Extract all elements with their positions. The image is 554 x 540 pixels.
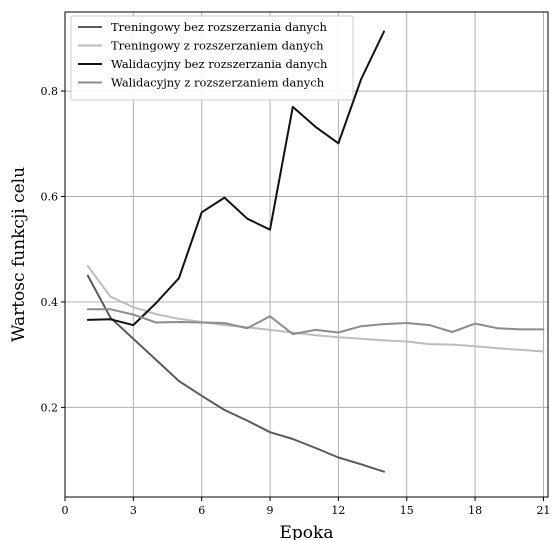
axis-ticks: 0 3 6 9 12 15 18 21 0.2 0.4 0.6 0.8 xyxy=(41,85,551,517)
legend-label: Treningowy bez rozszerzania danych xyxy=(111,20,327,34)
legend: Treningowy bez rozszerzania danych Trenin… xyxy=(70,15,354,101)
series-line-1 xyxy=(86,274,385,473)
x-axis-label: Epoka xyxy=(280,523,334,540)
legend-label: Treningowy z rozszerzaniem danych xyxy=(111,39,324,53)
x-tick-label: 3 xyxy=(130,504,137,517)
y-axis-label: Wartosc funkcji celu xyxy=(9,167,29,342)
x-tick-label: 21 xyxy=(536,504,550,517)
x-tick-label: 12 xyxy=(331,504,345,517)
legend-label: Walidacyjny bez rozszerzania danych xyxy=(111,57,328,71)
x-tick-label: 9 xyxy=(267,504,274,517)
x-tick-label: 6 xyxy=(198,504,205,517)
series-line-2 xyxy=(86,265,545,353)
x-tick-label: 0 xyxy=(62,504,69,517)
plot-frame xyxy=(64,11,549,498)
legend-box xyxy=(70,15,354,101)
y-tick-label: 0.2 xyxy=(41,401,59,414)
series-line-4 xyxy=(86,308,545,336)
legend-label: Walidacyjny z rozszerzaniem danych xyxy=(111,76,325,90)
y-tick-label: 0.4 xyxy=(41,296,59,309)
series-lines xyxy=(86,30,545,473)
x-tick-label: 15 xyxy=(400,504,414,517)
x-tick-label: 18 xyxy=(468,504,482,517)
series-line-3 xyxy=(86,30,385,327)
y-tick-label: 0.8 xyxy=(41,85,59,98)
y-tick-label: 0.6 xyxy=(41,191,59,204)
